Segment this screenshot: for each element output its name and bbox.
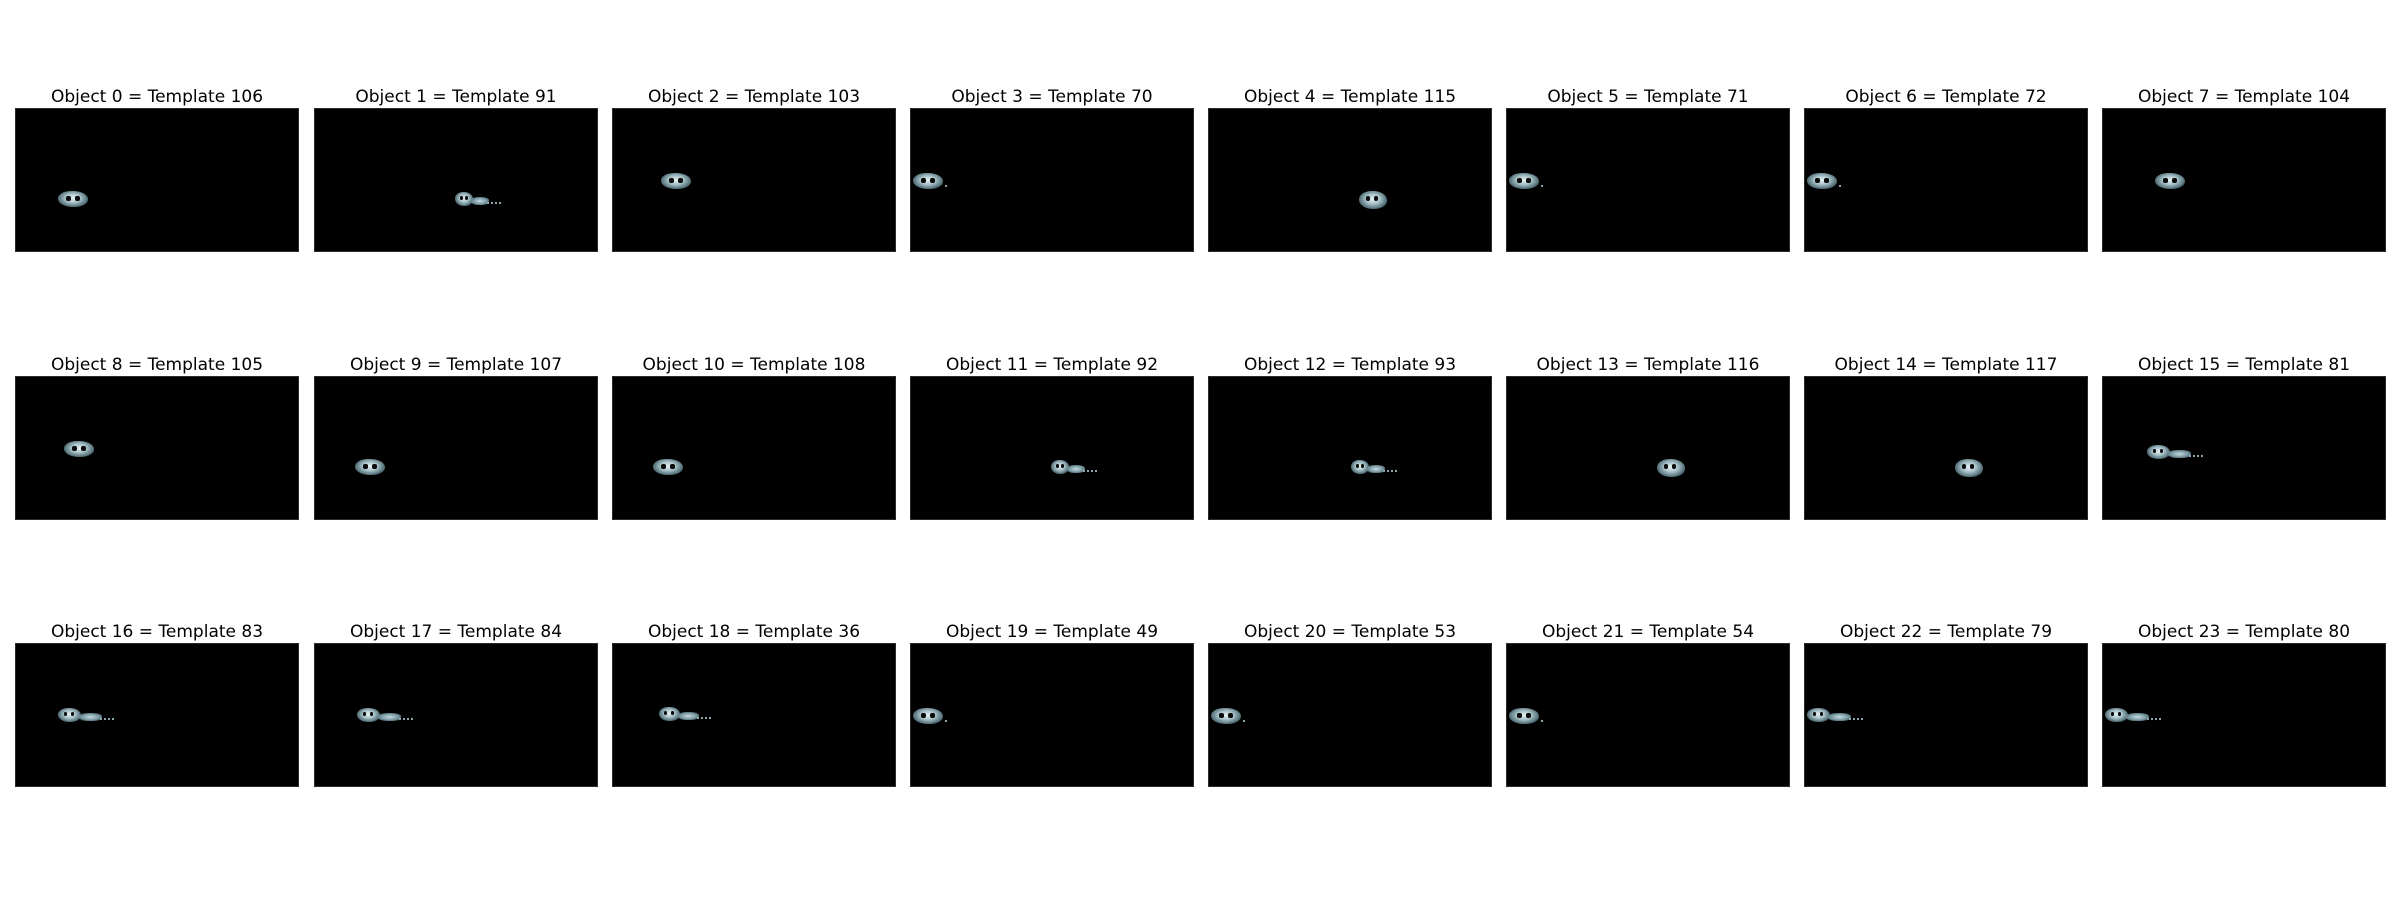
object-image (910, 108, 1194, 252)
panel-title: Object 6 = Template 72 (1845, 87, 2047, 107)
object-silhouette-icon (2155, 173, 2185, 189)
object-image (910, 376, 1194, 520)
object-image (2102, 108, 2386, 252)
panel-title: Object 9 = Template 107 (349, 355, 563, 375)
object-silhouette-icon (455, 192, 501, 206)
panel-title: Object 17 = Template 84 (349, 622, 563, 642)
object-silhouette-icon (355, 459, 385, 475)
object-image (314, 376, 598, 520)
object-silhouette-icon (357, 708, 413, 722)
object-image (1804, 108, 2088, 252)
object-image (910, 643, 1194, 787)
object-silhouette-icon (58, 191, 88, 207)
object-silhouette-icon (2147, 445, 2203, 459)
object-image (15, 108, 299, 252)
panel-title: Object 22 = Template 79 (1839, 622, 2053, 642)
panel-title: Object 23 = Template 80 (2137, 622, 2351, 642)
object-image (2102, 643, 2386, 787)
object-silhouette-icon (913, 173, 947, 189)
panel-title: Object 21 = Template 54 (1541, 622, 1755, 642)
object-silhouette-icon (1509, 173, 1543, 189)
object-silhouette-icon (1211, 708, 1245, 724)
panel-title: Object 8 = Template 105 (50, 355, 264, 375)
panel-title: Object 15 = Template 81 (2137, 355, 2351, 375)
object-silhouette-icon (913, 708, 947, 724)
panel-title: Object 18 = Template 36 (647, 622, 861, 642)
panel-title: Object 10 = Template 108 (642, 355, 866, 375)
panel-title: Object 20 = Template 53 (1243, 622, 1457, 642)
object-silhouette-icon (1051, 460, 1097, 474)
object-image (612, 643, 896, 787)
panel-title: Object 7 = Template 104 (2137, 87, 2351, 107)
object-silhouette-icon (64, 441, 94, 457)
object-silhouette-icon (1955, 459, 1983, 477)
object-image (314, 643, 598, 787)
panel-title: Object 2 = Template 103 (647, 87, 861, 107)
object-silhouette-icon (1657, 459, 1685, 477)
panel-title: Object 19 = Template 49 (945, 622, 1159, 642)
object-image (314, 108, 598, 252)
object-silhouette-icon (1359, 191, 1387, 209)
object-silhouette-icon (58, 708, 114, 722)
object-silhouette-icon (1509, 708, 1543, 724)
object-image (1506, 108, 1790, 252)
object-silhouette-icon (2105, 708, 2161, 722)
object-image (1208, 376, 1492, 520)
panel-title: Object 12 = Template 93 (1243, 355, 1457, 375)
panel-title: Object 5 = Template 71 (1547, 87, 1749, 107)
panel-title: Object 16 = Template 83 (50, 622, 264, 642)
panel-title: Object 11 = Template 92 (945, 355, 1159, 375)
object-silhouette-icon (1807, 708, 1863, 722)
panel-title: Object 13 = Template 116 (1536, 355, 1760, 375)
object-image (1506, 643, 1790, 787)
panel-title: Object 14 = Template 117 (1834, 355, 2058, 375)
object-silhouette-icon (653, 459, 683, 475)
panel-title: Object 3 = Template 70 (951, 87, 1153, 107)
object-image (612, 108, 896, 252)
panel-title: Object 0 = Template 106 (50, 87, 264, 107)
object-image (1208, 643, 1492, 787)
object-image (15, 643, 299, 787)
object-image (1208, 108, 1492, 252)
object-image (1506, 376, 1790, 520)
object-image (1804, 643, 2088, 787)
object-image (2102, 376, 2386, 520)
panel-title: Object 1 = Template 91 (355, 87, 557, 107)
object-silhouette-icon (659, 707, 711, 721)
panel-title: Object 4 = Template 115 (1243, 87, 1457, 107)
object-silhouette-icon (661, 173, 691, 189)
object-image (1804, 376, 2088, 520)
object-image (15, 376, 299, 520)
object-silhouette-icon (1807, 173, 1841, 189)
object-silhouette-icon (1351, 460, 1397, 474)
object-image (612, 376, 896, 520)
